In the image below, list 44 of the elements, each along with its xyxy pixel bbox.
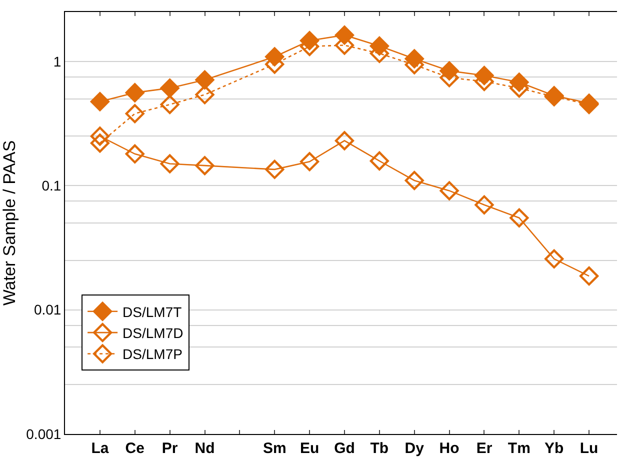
point <box>125 104 144 124</box>
y-axis-title: Water Sample / PAAS <box>0 140 19 306</box>
point <box>90 126 110 146</box>
point <box>474 195 494 214</box>
point <box>334 131 354 150</box>
x-tick-label: Tb <box>370 440 389 457</box>
point <box>125 83 144 102</box>
point <box>160 94 180 114</box>
point <box>404 170 424 190</box>
x-tick-label: Nd <box>194 440 215 457</box>
legend-label: DS/LM7D <box>122 325 184 341</box>
point <box>195 70 214 90</box>
point <box>440 181 459 200</box>
point <box>160 78 180 98</box>
x-tick-label: Eu <box>300 440 320 457</box>
legend-label: DS/LM7P <box>122 346 182 362</box>
point <box>510 208 529 228</box>
y-tick-label: 1 <box>53 53 62 70</box>
point <box>90 92 110 112</box>
y-tick-label: 0.01 <box>34 302 62 318</box>
x-tick-label: Tm <box>508 440 530 457</box>
x-tick-label: Er <box>476 440 492 457</box>
point <box>160 154 180 174</box>
x-tick-label: Pr <box>162 440 178 457</box>
x-tick-label: Dy <box>404 440 425 457</box>
point <box>195 156 214 176</box>
y-tick-label: 0.1 <box>42 178 62 194</box>
point <box>580 266 599 286</box>
point <box>90 134 110 153</box>
legend-label: DS/LM7T <box>122 304 182 320</box>
x-tick-label: Ce <box>125 440 144 457</box>
x-tick-label: Lu <box>580 440 598 457</box>
point <box>125 144 144 164</box>
x-tick-label: La <box>91 440 110 457</box>
x-tick-label: Ho <box>439 440 460 457</box>
x-tick-label: Gd <box>334 440 355 457</box>
y-tick-label: 0.001 <box>26 426 62 442</box>
point <box>544 249 564 268</box>
point <box>300 152 320 172</box>
point <box>195 85 214 104</box>
x-tick-label: Sm <box>262 440 286 457</box>
x-tick-label: Yb <box>544 440 564 457</box>
point <box>265 160 284 179</box>
point <box>370 151 389 170</box>
